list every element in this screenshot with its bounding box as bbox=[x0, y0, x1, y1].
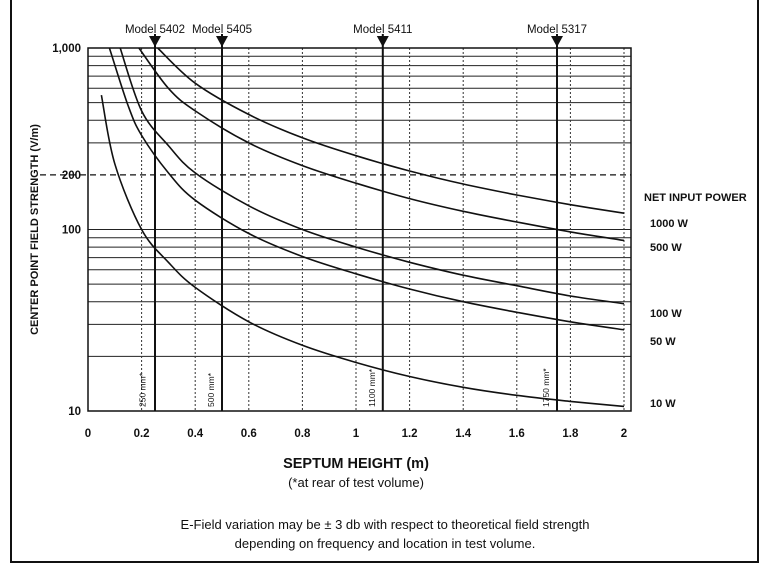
model-markers bbox=[149, 34, 563, 411]
x-tick-label: 0 bbox=[85, 428, 91, 440]
x-tick-label: 1.4 bbox=[455, 428, 472, 440]
x-tick-label: 0.2 bbox=[134, 428, 150, 440]
series-curve-10w bbox=[100, 94, 625, 408]
footnote-line-2: depending on frequency and location in t… bbox=[234, 536, 536, 551]
dimension-label: 1100 mm* bbox=[367, 368, 377, 407]
x-axis-title: SEPTUM HEIGHT (m) bbox=[283, 456, 429, 472]
x-tick-label: 2 bbox=[621, 428, 627, 440]
footnote: E-Field variation may be ± 3 db with res… bbox=[40, 515, 730, 553]
series-curve-500w bbox=[138, 47, 625, 242]
text-labels: 250 mm* 500 mm* 1100 mm* 1750 mm* Model 5402… bbox=[29, 24, 747, 440]
series-label: 500 W bbox=[650, 242, 682, 254]
model-label: Model 5317 bbox=[527, 24, 587, 36]
legend-title: NET INPUT POWER bbox=[644, 192, 747, 204]
chart-frame bbox=[10, 0, 759, 563]
grid-lines bbox=[40, 48, 631, 411]
y-tick-label: 100 bbox=[62, 225, 81, 237]
dimension-label: 250 mm* bbox=[138, 372, 148, 407]
model-marker-icon bbox=[551, 36, 563, 47]
dimension-label: 500 mm* bbox=[206, 372, 216, 407]
x-tick-label: 1.6 bbox=[509, 428, 525, 440]
x-tick-label: 1 bbox=[353, 428, 360, 440]
series-label: 1000 W bbox=[650, 218, 689, 230]
series-curve-50w bbox=[108, 47, 625, 331]
series-label: 100 W bbox=[650, 308, 682, 320]
footnote-line-1: E-Field variation may be ± 3 db with res… bbox=[180, 517, 590, 532]
series-label: 50 W bbox=[650, 336, 676, 348]
axes bbox=[87, 47, 632, 412]
y-tick-label: 200 bbox=[62, 170, 81, 182]
y-axis-title: CENTER POINT FIELD STRENGTH (V/m) bbox=[29, 124, 41, 335]
model-marker-icon bbox=[216, 36, 228, 47]
series-curve-100w bbox=[119, 47, 625, 305]
x-axis-note: (*at rear of test volume) bbox=[288, 475, 424, 490]
model-marker-icon bbox=[376, 36, 389, 47]
model-marker-icon bbox=[149, 36, 161, 47]
plot-border bbox=[87, 47, 632, 412]
x-tick-label: 0.8 bbox=[294, 428, 311, 440]
series-label: 10 W bbox=[650, 398, 676, 410]
dimension-label: 1750 mm* bbox=[541, 368, 551, 407]
model-label: Model 5411 bbox=[353, 24, 412, 36]
power-curves bbox=[100, 47, 625, 408]
x-tick-label: 1.8 bbox=[562, 428, 579, 440]
y-tick-label: 1,000 bbox=[52, 43, 81, 55]
x-tick-label: 0.6 bbox=[241, 428, 257, 440]
series-curve-1000w bbox=[157, 47, 625, 214]
model-label: Model 5402 bbox=[125, 24, 185, 36]
x-tick-label: 0.4 bbox=[187, 428, 204, 440]
x-tick-label: 1.2 bbox=[402, 428, 418, 440]
y-tick-label: 10 bbox=[68, 406, 81, 418]
model-label: Model 5405 bbox=[192, 24, 252, 36]
